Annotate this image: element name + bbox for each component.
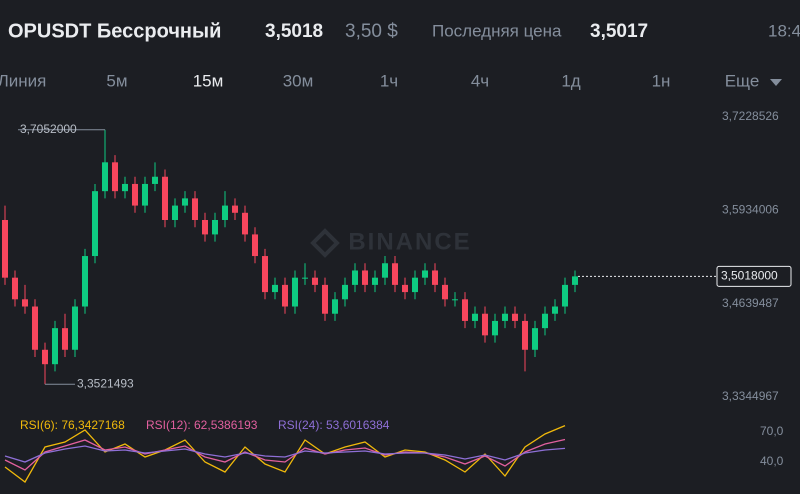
watermark: BINANCE	[348, 228, 471, 255]
candle-body	[132, 183, 138, 206]
rsi-tick-label: 70,0	[760, 424, 784, 438]
candle-body	[292, 277, 298, 307]
last-price: 3,5017	[590, 21, 648, 42]
candle-body	[402, 284, 408, 293]
candle-body	[62, 328, 68, 350]
candle-body	[42, 349, 48, 365]
candle-body	[32, 306, 38, 350]
candle-body	[472, 313, 478, 321]
candle-body	[392, 263, 398, 285]
usd-price: 3,50 $	[345, 21, 398, 42]
candle-body	[232, 205, 238, 213]
candle-body	[212, 219, 218, 235]
last-label: Последняя цена	[432, 21, 562, 40]
candle-body	[452, 299, 458, 301]
candle-body	[302, 277, 308, 279]
y-tick-label: 3,5934006	[722, 203, 779, 217]
candle-body	[332, 299, 338, 314]
rsi-tick-label: 40,0	[760, 454, 784, 468]
tab[interactable]: 1ч	[380, 71, 398, 90]
tab[interactable]: 4ч	[471, 71, 489, 90]
candle-body	[222, 205, 228, 220]
candle-body	[202, 219, 208, 235]
candle-body	[242, 212, 248, 235]
tab[interactable]: Еще	[725, 71, 760, 90]
candle-body	[372, 277, 378, 285]
candle-body	[492, 320, 498, 336]
candle-body	[272, 284, 278, 293]
y-tick-label: 3,4639487	[722, 296, 779, 310]
time: 18:4	[768, 21, 800, 40]
candle-body	[382, 263, 388, 278]
candle-body	[152, 176, 158, 184]
candle-body	[92, 191, 98, 257]
candle-body	[512, 313, 518, 321]
candle-body	[2, 219, 8, 278]
candle-body	[572, 276, 578, 285]
candle-body	[172, 205, 178, 220]
tab[interactable]: 1д	[561, 71, 580, 90]
candle-body	[102, 162, 108, 192]
candle-body	[262, 256, 268, 293]
price: 3,5018	[265, 21, 323, 42]
watermark-logo	[310, 228, 340, 258]
candle-body	[412, 277, 418, 293]
y-tick-label: 3,7228526	[722, 109, 779, 123]
candle-body	[12, 277, 18, 300]
rsi-legend: RSI(6): 76,3427168	[20, 418, 125, 432]
tab[interactable]: 30м	[283, 71, 314, 90]
tab[interactable]: 5м	[106, 71, 127, 90]
candle-body	[192, 198, 198, 220]
candle-body	[182, 198, 188, 206]
candle-body	[22, 299, 28, 307]
candle-body	[162, 176, 168, 220]
candle-body	[112, 162, 118, 192]
candle-body	[432, 270, 438, 285]
candle-body	[342, 284, 348, 300]
candle-body	[482, 313, 488, 336]
rsi-legend: RSI(24): 53,6016384	[278, 418, 390, 432]
candle-body	[82, 256, 88, 307]
candle-body	[462, 299, 468, 321]
last-price-box	[716, 265, 792, 287]
rsi-legend: RSI(12): 62,5386193	[146, 418, 258, 432]
candle-body	[362, 270, 368, 285]
candle-body	[532, 328, 538, 350]
candle-body	[52, 328, 58, 365]
last-price-label: 3,5018000	[721, 269, 778, 283]
candle-body	[282, 284, 288, 307]
candle-body	[502, 313, 508, 321]
rsi-line	[4, 425, 566, 483]
extreme-label: 3,3521493	[77, 376, 134, 390]
y-tick-label: 3,3344967	[722, 389, 779, 403]
candle-body	[422, 270, 428, 278]
symbol: OPUSDT Бессрочный	[8, 20, 221, 42]
candle-body	[552, 306, 558, 314]
candle-body	[542, 313, 548, 329]
tab[interactable]: 15м	[193, 71, 224, 90]
candle-body	[252, 234, 258, 257]
candle-body	[522, 320, 528, 350]
candle-body	[322, 284, 328, 314]
candle-body	[312, 277, 318, 285]
candle-body	[72, 306, 78, 350]
extreme-label: 3,7052000	[20, 122, 77, 136]
rsi-line	[4, 438, 566, 471]
candle-body	[122, 183, 128, 192]
candle-body	[562, 284, 568, 307]
rsi-line	[4, 445, 566, 463]
candle-body	[142, 183, 148, 206]
candle-body	[352, 270, 358, 285]
dropdown-arrow[interactable]	[770, 79, 782, 86]
tab[interactable]: 1н	[652, 71, 671, 90]
tab[interactable]: Линия	[0, 71, 46, 90]
candle-body	[442, 284, 448, 300]
